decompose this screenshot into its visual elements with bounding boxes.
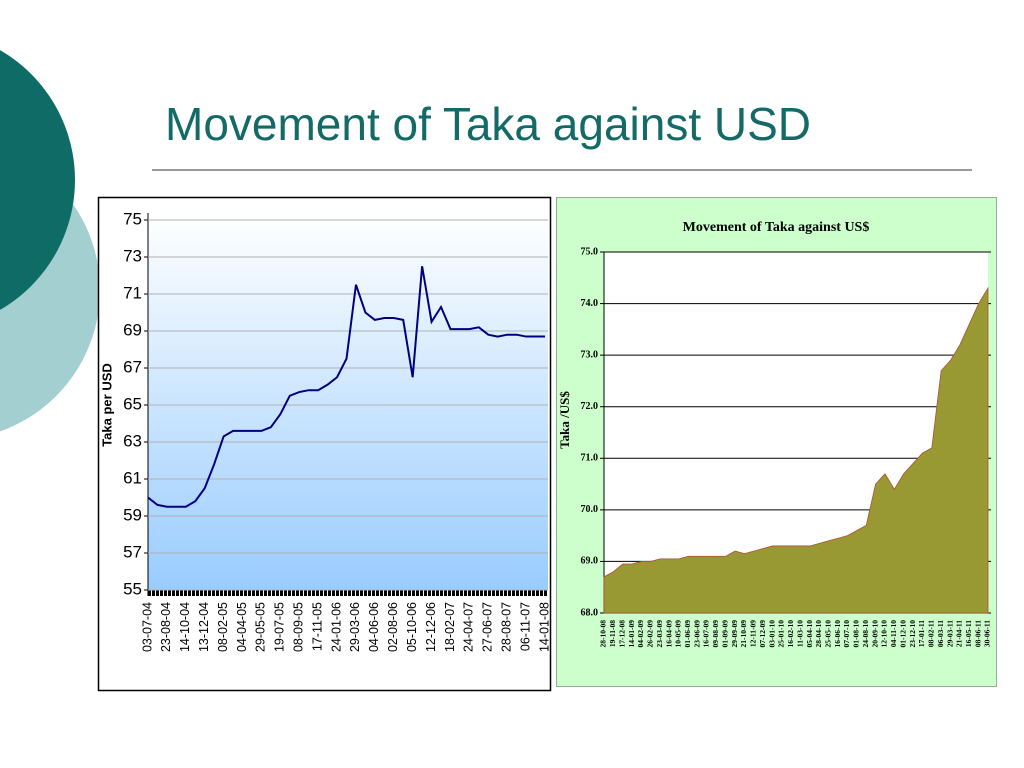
x-tick-label: 24-01-06 <box>329 602 343 652</box>
x-tick-label: 12-11-09 <box>749 620 758 647</box>
x-tick-label: 28-10-08 <box>599 620 608 648</box>
x-tick-label: 12-10-10 <box>880 620 889 648</box>
x-tick-label: 12-12-06 <box>424 602 438 652</box>
y-tick-label: 63 <box>123 431 142 450</box>
x-tick-label: 20-09-10 <box>870 620 879 648</box>
y-tick-label: 71 <box>123 283 142 302</box>
x-tick-label: 01-09-09 <box>720 620 729 648</box>
x-tick-label: 05-10-06 <box>405 602 419 652</box>
x-tick-label: 02-08-06 <box>386 602 400 652</box>
x-tick-label: 03-01-10 <box>767 620 776 648</box>
y-tick-label: 75 <box>123 209 142 228</box>
y-tick-label: 70.0 <box>581 504 599 515</box>
y-tick-label: 59 <box>123 505 142 524</box>
x-tick-label: 08-02-05 <box>216 602 230 652</box>
y-tick-label: 72.0 <box>581 401 599 412</box>
x-tick-label: 19-07-05 <box>273 602 287 652</box>
y-tick-label: 67 <box>123 357 142 376</box>
x-tick-label: 19-11-08 <box>608 620 617 647</box>
x-tick-label: 06-11-07 <box>518 602 532 651</box>
x-tick-label: 24-04-07 <box>462 602 476 652</box>
x-tick-label: 10-05-09 <box>674 620 683 648</box>
y-tick-label: 73 <box>123 246 142 265</box>
x-tick-label: 23-08-04 <box>159 602 173 652</box>
x-tick-label: 17-12-08 <box>617 620 626 648</box>
decor-circle <box>0 50 75 310</box>
data-area <box>603 286 989 614</box>
y-tick-label: 68.0 <box>581 607 599 618</box>
y-axis-label: Taka per USD <box>99 363 114 447</box>
x-tick-label: 08-02-11 <box>927 620 936 647</box>
x-tick-label: 24-08-10 <box>861 620 870 648</box>
x-tick-label: 13-12-04 <box>197 602 211 652</box>
x-tick-label: 03-07-04 <box>140 602 154 652</box>
x-tick-label: 07-07-10 <box>842 620 851 648</box>
x-tick-label: 01-06-09 <box>683 620 692 648</box>
y-tick-label: 73.0 <box>581 349 599 360</box>
x-tick-label: 26-02-09 <box>646 620 655 648</box>
y-axis-label: Taka /US$ <box>557 391 572 449</box>
x-tick-label: 16-05-11 <box>964 620 973 647</box>
x-tick-label: 16-06-10 <box>833 620 842 648</box>
slide-title: Movement of Taka against USD <box>165 98 811 150</box>
x-tick-label: 23-06-09 <box>692 620 701 648</box>
x-tick-label: 28-04-10 <box>814 620 823 648</box>
x-tick-label: 16-02-10 <box>786 620 795 648</box>
x-tick-label: 07-12-09 <box>758 620 767 648</box>
x-tick-label: 16-07-09 <box>702 620 711 648</box>
x-tick-label: 30-06-11 <box>983 620 992 647</box>
y-tick-label: 69 <box>123 320 142 339</box>
plot-area <box>148 213 548 590</box>
x-tick-label: 08-06-11 <box>973 620 982 647</box>
x-tick-label: 16-04-09 <box>664 620 673 648</box>
x-tick-label: 23-12-10 <box>908 620 917 648</box>
x-tick-label: 27-06-07 <box>481 602 495 652</box>
x-tick-label: 23-03-09 <box>655 620 664 648</box>
y-tick-label: 57 <box>123 542 142 561</box>
x-tick-label: 28-08-07 <box>499 602 513 652</box>
x-tick-label: 25-05-10 <box>823 620 832 648</box>
x-tick-label: 05-04-10 <box>805 620 814 648</box>
x-tick-label: 29-05-05 <box>254 602 268 652</box>
x-tick-label: 14-01-08 <box>537 602 551 652</box>
x-tick-label: 09-08-09 <box>711 620 720 648</box>
x-tick-label: 25-01-10 <box>777 620 786 648</box>
data-line <box>147 266 545 508</box>
x-tick-label: 04-06-06 <box>367 602 381 652</box>
y-tick-label: 55 <box>123 579 142 598</box>
y-tick-label: 61 <box>123 468 142 487</box>
x-tick-label: 06-03-11 <box>936 620 945 647</box>
x-tick-label: 08-09-05 <box>292 602 306 652</box>
x-tick-label: 01-12-10 <box>898 620 907 648</box>
y-tick-label: 74.0 <box>581 298 599 309</box>
x-tick-label: 21-04-11 <box>955 620 964 647</box>
x-tick-label: 18-02-07 <box>443 602 457 652</box>
x-tick-label: 29-03-06 <box>348 602 362 652</box>
x-tick-label: 17-01-11 <box>917 620 926 647</box>
x-tick-label: 04-04-05 <box>235 602 249 652</box>
x-tick-label: 29-03-11 <box>945 620 954 647</box>
x-tick-label: 21-10-09 <box>739 620 748 648</box>
y-tick-label: 69.0 <box>581 556 599 567</box>
x-tick-label: 14-10-04 <box>178 602 192 652</box>
x-tick-label: 29-09-09 <box>730 620 739 648</box>
x-tick-label: 11-03-10 <box>795 620 804 647</box>
y-tick-label: 75.0 <box>581 246 599 257</box>
x-tick-label: 14-01-09 <box>627 620 636 648</box>
chart-title: Movement of Taka against US$ <box>683 220 870 235</box>
x-tick-label: 04-02-09 <box>636 620 645 648</box>
y-tick-label: 65 <box>123 394 142 413</box>
y-tick-label: 71.0 <box>581 453 599 464</box>
x-tick-label: 17-11-05 <box>310 602 324 651</box>
x-tick-label: 01-08-10 <box>852 620 861 648</box>
x-tick-label: 04-11-10 <box>889 620 898 647</box>
